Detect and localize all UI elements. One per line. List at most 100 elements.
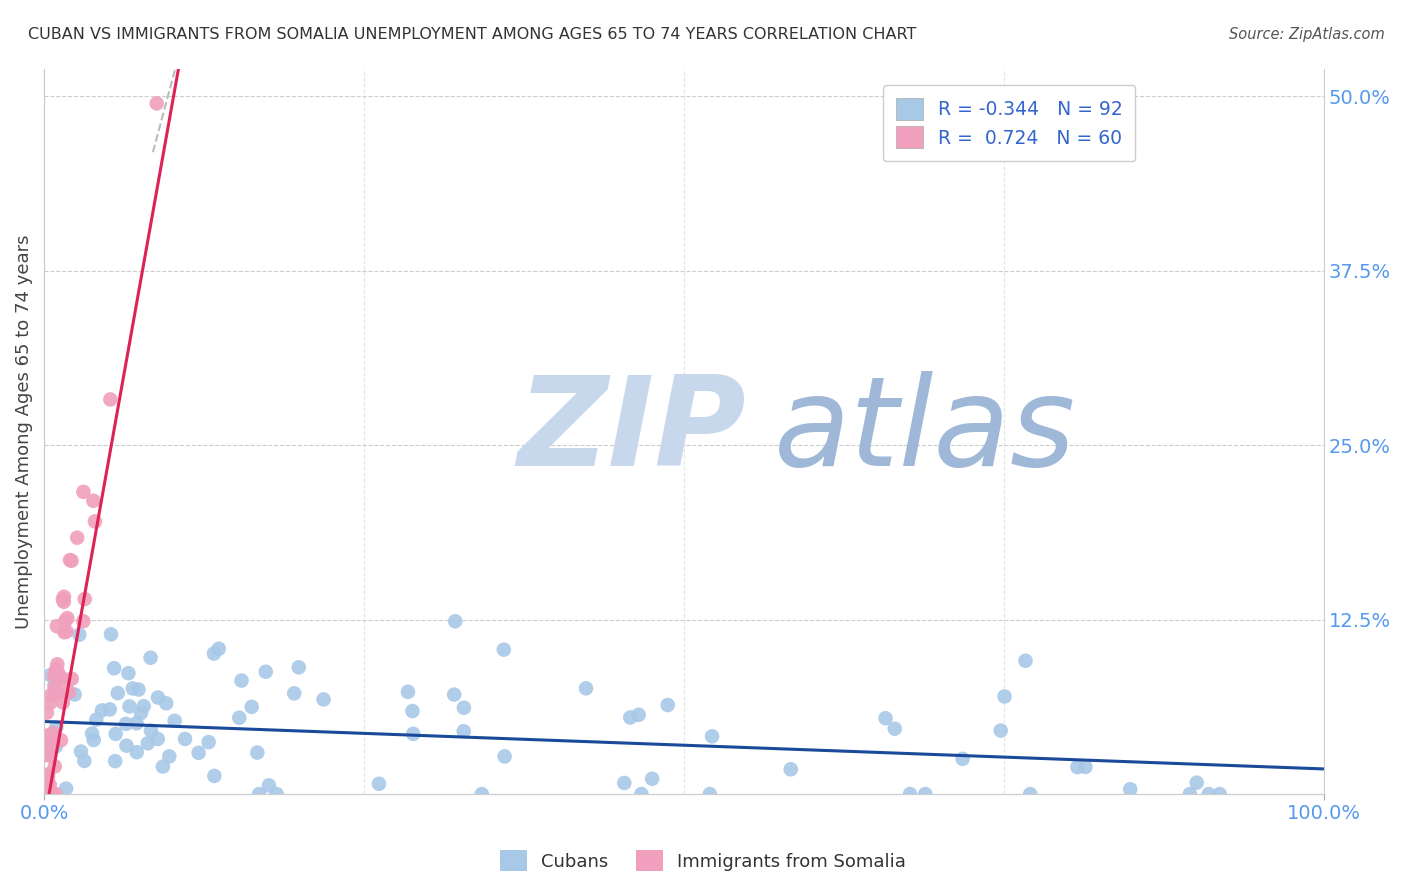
Point [52, 592, 75, 607]
Point [699, 787, 721, 801]
Point [266, 787, 288, 801]
Point [82, 493, 104, 508]
Point [115, 717, 138, 731]
Point [492, 642, 515, 657]
Point [125, 745, 148, 759]
Point [627, 707, 650, 722]
Point [34, 748, 56, 763]
Point [132, 699, 155, 714]
Point [38, 780, 60, 794]
Point [257, 778, 280, 792]
Point [35, 706, 58, 720]
Text: CUBAN VS IMMIGRANTS FROM SOMALIA UNEMPLOYMENT AMONG AGES 65 TO 74 YEARS CORRELAT: CUBAN VS IMMIGRANTS FROM SOMALIA UNEMPLO… [28, 27, 917, 42]
Point [59, 553, 82, 567]
Point [202, 647, 225, 661]
Y-axis label: Unemployment Among Ages 65 to 74 years: Unemployment Among Ages 65 to 74 years [15, 234, 32, 629]
Point [368, 777, 391, 791]
Point [39, 668, 62, 682]
Point [60, 554, 83, 568]
Point [41, 787, 63, 801]
Point [121, 681, 143, 696]
Point [115, 739, 138, 753]
Point [187, 746, 209, 760]
Point [125, 716, 148, 731]
Point [45, 662, 67, 676]
Point [1178, 787, 1201, 801]
Point [619, 710, 641, 724]
Point [38, 732, 60, 747]
Point [883, 722, 905, 736]
Point [1185, 775, 1208, 789]
Point [1119, 782, 1142, 797]
Point [39, 696, 62, 710]
Point [700, 729, 723, 743]
Point [52, 695, 75, 709]
Point [402, 727, 425, 741]
Point [401, 704, 423, 718]
Point [45, 720, 67, 734]
Text: ZIP: ZIP [517, 371, 747, 491]
Point [139, 650, 162, 665]
Point [613, 776, 636, 790]
Point [37, 778, 59, 792]
Point [443, 688, 465, 702]
Point [70, 744, 93, 758]
Point [1198, 787, 1220, 801]
Point [1014, 654, 1036, 668]
Point [34, 772, 56, 786]
Point [35, 781, 58, 796]
Point [37, 770, 59, 784]
Point [152, 759, 174, 773]
Point [453, 724, 475, 739]
Point [53, 625, 76, 640]
Point [58, 685, 80, 699]
Point [44, 678, 66, 692]
Point [1066, 760, 1088, 774]
Point [174, 731, 197, 746]
Point [494, 749, 516, 764]
Point [72, 614, 94, 628]
Point [46, 664, 69, 678]
Point [228, 711, 250, 725]
Text: Source: ZipAtlas.com: Source: ZipAtlas.com [1229, 27, 1385, 42]
Point [630, 787, 652, 801]
Point [145, 96, 167, 111]
Point [72, 484, 94, 499]
Point [952, 752, 974, 766]
Point [246, 746, 269, 760]
Point [73, 754, 96, 768]
Point [98, 702, 121, 716]
Point [91, 703, 114, 717]
Point [107, 686, 129, 700]
Point [1208, 787, 1230, 801]
Point [34, 785, 56, 799]
Point [136, 736, 159, 750]
Point [103, 661, 125, 675]
Point [575, 681, 598, 696]
Point [46, 665, 69, 680]
Point [98, 392, 121, 407]
Point [914, 787, 936, 801]
Point [42, 668, 65, 682]
Point [139, 723, 162, 738]
Point [35, 784, 58, 798]
Point [63, 688, 86, 702]
Point [100, 627, 122, 641]
Point [1074, 760, 1097, 774]
Point [42, 726, 65, 740]
Point [82, 726, 104, 740]
Point [35, 772, 58, 787]
Point [197, 735, 219, 749]
Point [146, 690, 169, 705]
Point [44, 680, 66, 694]
Point [52, 673, 75, 688]
Point [39, 689, 62, 703]
Point [779, 762, 801, 776]
Point [39, 748, 62, 763]
Point [875, 711, 897, 725]
Point [1019, 787, 1042, 801]
Point [104, 727, 127, 741]
Point [898, 787, 921, 801]
Point [247, 787, 270, 801]
Point [35, 735, 58, 749]
